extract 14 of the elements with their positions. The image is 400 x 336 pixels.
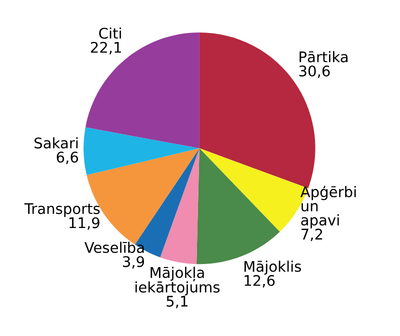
data-label: 30,6 (299, 65, 330, 78)
data-label: 7,2 (302, 228, 322, 242)
slice-label: Transports (24, 203, 100, 217)
data-label: 22,1 (90, 42, 121, 54)
data-label: 5,1 (166, 296, 188, 308)
slice-label: Pārtika (300, 51, 348, 62)
data-label: 12,6 (244, 274, 275, 288)
slice-label: Sakari (34, 137, 78, 149)
data-label: 11,9 (70, 217, 100, 230)
slice-label: Mājoklis (244, 260, 301, 275)
slice-label: Mājokļa iekārtojums (136, 266, 220, 296)
slice-label: Citi (99, 27, 121, 39)
data-label: 6,6 (56, 152, 78, 164)
data-label: 3,9 (122, 256, 144, 269)
